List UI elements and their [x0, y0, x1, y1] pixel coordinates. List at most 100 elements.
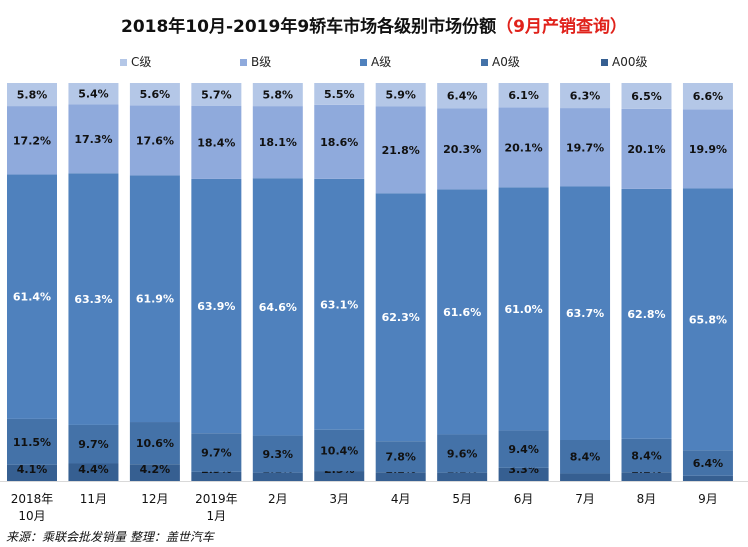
bar-segment: [68, 424, 119, 464]
data-label: 4.4%: [78, 463, 109, 476]
x-tick-label: 7月: [575, 492, 595, 506]
data-label: 61.0%: [505, 303, 543, 316]
bar-segment: [252, 83, 303, 107]
bar-segment: [498, 107, 549, 188]
bar-segment: [191, 105, 242, 179]
x-tick-label: 9月: [698, 492, 718, 506]
source-note: 来源：乘联会批发销量 整理：盖世汽车: [6, 530, 214, 544]
data-label: 5.6%: [140, 88, 171, 101]
data-label: 19.9%: [689, 143, 727, 156]
bar-segment: [129, 422, 180, 465]
x-tick-label: 1月: [207, 509, 227, 523]
x-tick-label: 5月: [452, 492, 472, 506]
x-tick-label: 12月: [141, 492, 168, 506]
title-main: 2018年10月-2019年9轿车市场各级别市场份额: [120, 17, 497, 37]
bar-segment: [560, 83, 611, 109]
data-label: 61.6%: [443, 306, 481, 319]
bar-segment: [498, 467, 549, 481]
bar-segment: [682, 83, 733, 110]
chart-title: 2018年10月-2019年9轿车市场各级别市场份额（9月产销查询）: [0, 12, 748, 37]
x-tick-label: 10月: [18, 509, 45, 523]
bar-segment: [7, 418, 57, 465]
data-label: 8.4%: [570, 451, 601, 464]
data-label: 9.7%: [78, 438, 109, 451]
data-label: 62.8%: [627, 308, 665, 321]
data-label: 63.3%: [74, 293, 112, 306]
data-label: 63.1%: [320, 298, 358, 311]
data-label: 6.4%: [693, 457, 724, 470]
bar-segment: [560, 108, 611, 187]
x-tick-label: 4月: [391, 492, 411, 506]
data-label: 6.5%: [631, 90, 662, 103]
bar-segment: [437, 434, 488, 473]
data-label: 21.8%: [382, 144, 420, 157]
x-tick-label: 6月: [514, 492, 534, 506]
legend-label: B级: [251, 55, 272, 69]
bar-segment: [375, 441, 426, 473]
bar-segment: [252, 472, 303, 481]
bar-segment: [560, 186, 611, 441]
legend-swatch: [120, 59, 127, 66]
bar-segment: [437, 83, 488, 109]
bar-segment: [191, 433, 242, 472]
legend-item: A0级: [481, 52, 520, 72]
bar-segment: [7, 464, 57, 481]
bar-segment: [314, 104, 365, 179]
data-label: 7.8%: [385, 451, 416, 464]
x-tick-label: 2019年: [195, 492, 238, 506]
data-label: 65.8%: [689, 313, 727, 326]
bar-segment: [314, 178, 365, 430]
bar-segment: [129, 105, 180, 176]
data-label: 61.4%: [13, 291, 51, 304]
bar-segment: [498, 83, 549, 108]
data-label: 64.6%: [259, 301, 297, 314]
bar-segment: [7, 106, 57, 175]
bar-segment: [621, 438, 672, 473]
legend: C级 B级 A级 A0级 A00级: [0, 52, 748, 72]
bar-segment: [682, 109, 733, 189]
data-label: 5.4%: [78, 88, 109, 101]
bar-segment: [129, 464, 180, 481]
bar-segment: [191, 83, 242, 106]
bar-segment: [437, 108, 488, 190]
legend-item: C级: [120, 52, 151, 72]
legend-label: A0级: [492, 55, 520, 69]
bar-segment: [68, 173, 119, 425]
data-label: 18.1%: [259, 136, 297, 149]
bar-segment: [437, 189, 488, 435]
legend-item: A00级: [601, 52, 647, 72]
bar-segment: [375, 106, 426, 194]
data-label: 6.1%: [508, 89, 539, 102]
data-label: 20.3%: [443, 143, 481, 156]
data-label: 6.4%: [447, 90, 478, 103]
data-label: 5.8%: [263, 89, 294, 102]
bar-segment: [314, 83, 365, 105]
data-label: 6.6%: [693, 90, 724, 103]
data-label: 4.2%: [140, 463, 171, 476]
bar-segment: [191, 178, 242, 434]
x-tick-label: 2018年: [11, 492, 54, 506]
bar-segment: [621, 83, 672, 109]
bar-segment: [621, 188, 672, 439]
bar-segment: [252, 435, 303, 473]
data-label: 9.3%: [263, 448, 294, 461]
data-label: 17.2%: [13, 134, 51, 147]
legend-label: A00级: [612, 55, 648, 69]
x-tick-label: 11月: [80, 492, 107, 506]
data-label: 6.3%: [570, 90, 601, 103]
legend-swatch: [240, 59, 247, 66]
legend-label: A级: [371, 55, 392, 69]
data-label: 61.9%: [136, 293, 174, 306]
bar-segment: [129, 83, 180, 106]
data-label: 5.8%: [17, 89, 48, 102]
data-label: 19.7%: [566, 141, 604, 154]
bar-segment: [375, 193, 426, 442]
bar-segment: [560, 440, 611, 474]
data-label: 18.4%: [197, 136, 235, 149]
bar-segment: [375, 83, 426, 107]
data-label: 20.1%: [505, 141, 543, 154]
x-tick-label: 2月: [268, 492, 288, 506]
data-label: 62.3%: [382, 311, 420, 324]
bar-segment: [252, 178, 303, 436]
bar-segment: [191, 471, 242, 481]
